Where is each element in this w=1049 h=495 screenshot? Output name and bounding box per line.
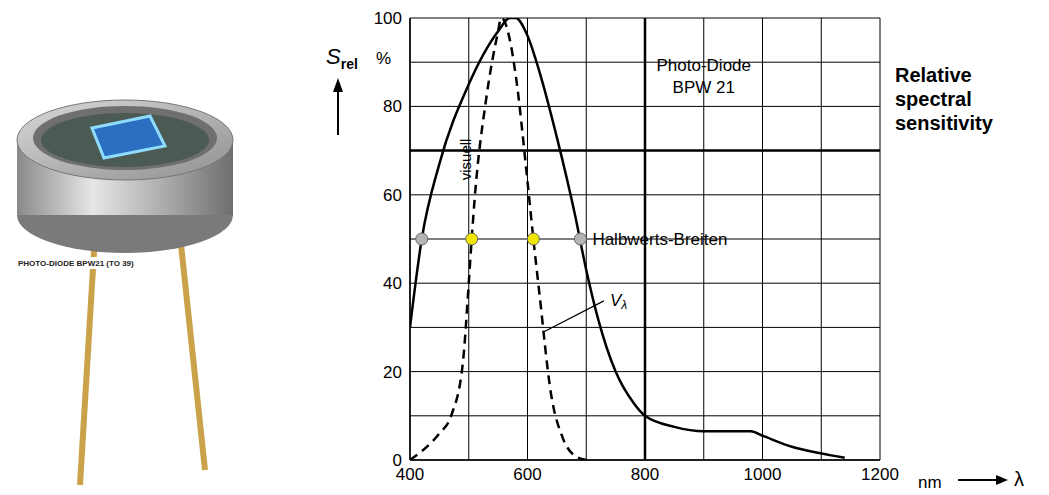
svg-text:1200: 1200: [861, 465, 899, 484]
svg-text:PHOTO-DIODE BPW21 (TO 39): PHOTO-DIODE BPW21 (TO 39): [18, 259, 134, 268]
svg-text:spectral: spectral: [895, 88, 972, 110]
svg-text:Photo-DiodeBPW 21: Photo-DiodeBPW 21: [656, 56, 751, 97]
svg-text:visuell: visuell: [457, 139, 474, 181]
svg-text:Halbwerts-Breiten: Halbwerts-Breiten: [592, 230, 727, 249]
svg-text:400: 400: [395, 465, 425, 485]
svg-text:80: 80: [383, 97, 402, 116]
svg-text:%: %: [376, 49, 391, 68]
svg-text:Vλ: Vλ: [610, 291, 627, 312]
svg-text:1000: 1000: [744, 465, 782, 484]
svg-text:100: 100: [374, 9, 402, 28]
svg-text:20: 20: [383, 363, 402, 382]
svg-text:0: 0: [393, 451, 402, 470]
svg-text:600: 600: [513, 465, 541, 484]
svg-text:sensitivity: sensitivity: [895, 112, 994, 134]
svg-text:800: 800: [631, 465, 659, 484]
svg-text:nm: nm: [918, 473, 942, 492]
svg-text:Srel: Srel: [326, 44, 358, 72]
svg-text:Relative: Relative: [895, 64, 972, 86]
svg-text:λ: λ: [1014, 468, 1024, 490]
svg-text:40: 40: [383, 274, 402, 293]
svg-text:60: 60: [383, 186, 402, 205]
